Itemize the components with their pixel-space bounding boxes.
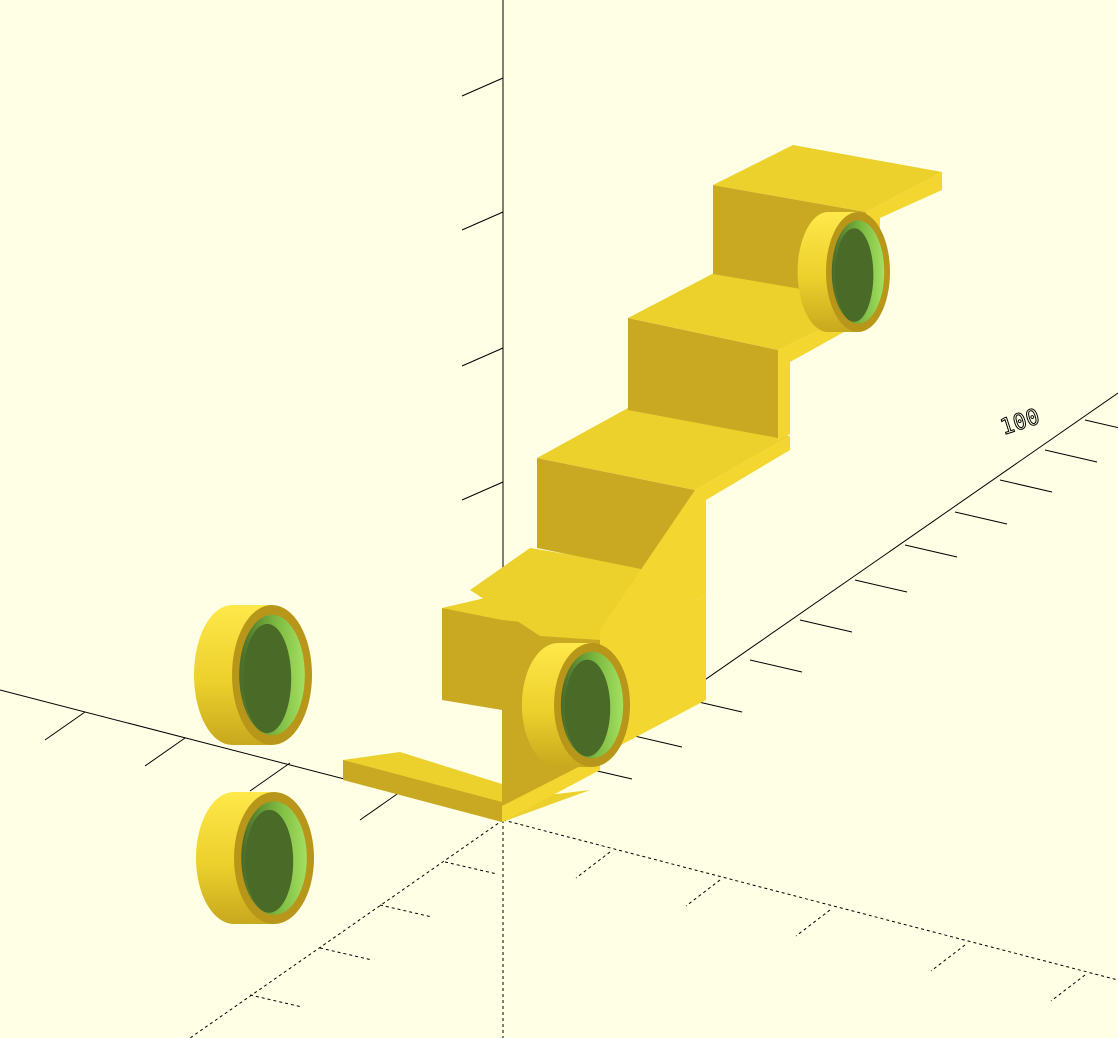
stair-step-2-side [695, 436, 790, 600]
x-axis-tick [1050, 974, 1086, 1002]
x-axis-tick [795, 909, 831, 937]
rings-group[interactable] [194, 212, 890, 924]
ring-left-upper[interactable] [194, 605, 312, 745]
y-axis-tick [854, 579, 908, 593]
y-axis-tick [629, 734, 683, 748]
y-axis-tick [749, 659, 803, 673]
x-axis-tick [930, 944, 966, 972]
stair-base-plate-side [502, 752, 600, 822]
ring-left-lower[interactable] [196, 792, 314, 924]
y-axis-tick [799, 619, 853, 633]
y-axis-tick [999, 479, 1053, 493]
x-axis-tick [144, 737, 186, 767]
x-axis-tick [44, 711, 86, 741]
y-axis-tick [904, 544, 958, 558]
stair-step-4-side [866, 172, 942, 312]
ring-hole [245, 809, 294, 913]
y-axis-tick [319, 947, 373, 961]
z-axis-tick [461, 211, 504, 231]
z-axis-tick [461, 347, 504, 367]
z-axis-tick [461, 481, 504, 501]
stair-step-1-front [442, 608, 502, 710]
ring-hole [243, 623, 292, 734]
y-axis-tick [379, 904, 433, 918]
staircase[interactable] [343, 145, 942, 822]
x-axis-positive [502, 819, 1118, 981]
y-axis-tick [1044, 449, 1098, 463]
x-axis-tick [359, 791, 401, 821]
y-axis-tick [444, 861, 498, 875]
z-axis-tick [461, 77, 504, 97]
x-axis-tick [575, 851, 611, 879]
stair-step-3-top [537, 408, 790, 490]
ring-stair-bottom[interactable] [521, 643, 630, 767]
axis-ticks [44, 77, 1118, 1008]
ring-hole [834, 228, 874, 322]
x-axis-tick [249, 762, 291, 792]
y-axis-tick [954, 511, 1008, 525]
stair-base-plate-front [343, 760, 502, 822]
y-axis-tick [249, 994, 303, 1008]
ring-stair-top[interactable] [797, 212, 890, 332]
stair-step-3-front [628, 318, 778, 438]
stair-step-5-top [713, 145, 942, 212]
ring-hole [564, 659, 611, 757]
x-axis-tick [685, 879, 721, 907]
y-axis-tick [1084, 419, 1118, 429]
